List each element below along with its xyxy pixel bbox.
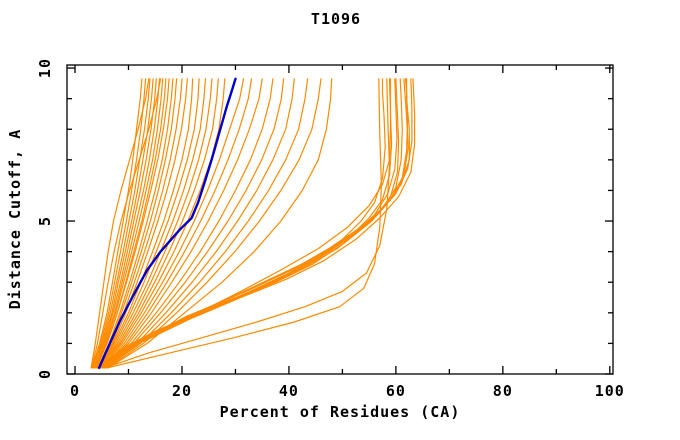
series-model-19 <box>99 78 213 369</box>
series-model-38 <box>101 78 409 369</box>
series-model-35 <box>101 78 409 369</box>
series-model-04 <box>93 78 154 369</box>
x-axis-label: Percent of Residues (CA) <box>219 403 461 421</box>
series-model-30 <box>107 78 333 369</box>
series-model-40 <box>98 78 392 369</box>
series-model-23 <box>103 78 253 369</box>
series-model-07 <box>94 78 164 369</box>
x-tick-label: 40 <box>279 382 299 400</box>
plot-frame <box>66 64 614 375</box>
series-model-11 <box>96 78 178 369</box>
series-model-05 <box>93 78 157 369</box>
chart-title: T1096 <box>310 10 362 28</box>
series-model-03 <box>92 78 151 369</box>
series-model-42 <box>103 78 391 369</box>
series-model-06 <box>94 78 161 369</box>
series-model-10 <box>96 78 174 369</box>
series-highlighted-model <box>97 77 237 370</box>
series-model-24 <box>102 78 263 369</box>
series-model-01 <box>91 78 143 369</box>
series-model-02 <box>92 78 147 369</box>
y-tick-label: 10 <box>36 58 54 78</box>
series-model-14 <box>90 78 150 369</box>
series-model-39 <box>100 78 400 369</box>
series-model-27 <box>105 78 295 369</box>
series-model-16 <box>98 78 194 369</box>
series-model-41 <box>103 78 416 369</box>
series-model-43 <box>106 78 382 369</box>
series-model-15 <box>91 78 162 369</box>
x-tick-label: 80 <box>493 382 513 400</box>
series-model-22 <box>102 78 245 369</box>
series-model-20 <box>101 78 219 369</box>
series-model-25 <box>103 78 274 369</box>
y-tick-label: 5 <box>36 216 54 226</box>
series-model-18 <box>100 78 207 369</box>
series-model-09 <box>95 78 170 369</box>
series-model-26 <box>104 78 285 369</box>
series-model-17 <box>99 78 200 369</box>
y-tick-label: 0 <box>36 369 54 379</box>
x-tick-label: 60 <box>386 382 406 400</box>
series-model-13 <box>97 78 188 369</box>
series-model-28 <box>104 78 309 369</box>
series-model-29 <box>106 78 322 369</box>
x-tick-label: 20 <box>172 382 192 400</box>
x-tick-label: 0 <box>70 382 80 400</box>
x-tick-label: 100 <box>595 382 625 400</box>
